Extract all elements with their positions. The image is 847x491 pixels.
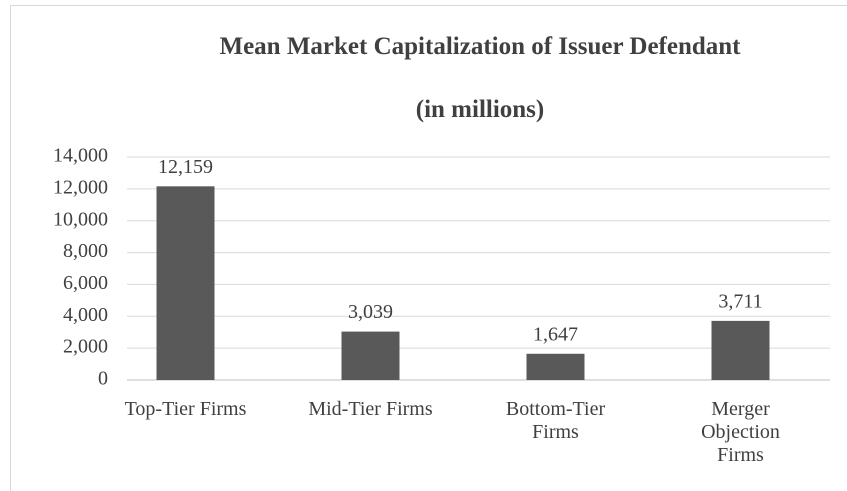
data-label: 12,159 (158, 156, 213, 178)
y-tick-label: 10,000 (53, 208, 108, 230)
chart-subtitle: (in millions) (415, 96, 545, 123)
y-tick-label: 12,000 (53, 176, 108, 198)
bar (711, 320, 770, 380)
bar (156, 186, 215, 380)
bar (341, 331, 400, 380)
bar (526, 353, 585, 380)
chart-title: Mean Market Capitalization of Issuer Def… (219, 33, 741, 60)
x-tick-label: Bottom-Tier Firms (505, 398, 606, 443)
y-tick-label: 14,000 (53, 145, 108, 167)
chart-border (10, 5, 847, 491)
data-label: 1,647 (533, 323, 578, 345)
x-tick-label: Merger Objection Firms (701, 398, 780, 466)
data-label: 3,039 (348, 301, 393, 323)
y-tick-label: 4,000 (63, 304, 108, 326)
y-tick-label: 2,000 (63, 336, 108, 358)
y-tick-label: 0 (98, 368, 108, 390)
data-label: 3,711 (718, 290, 762, 312)
x-tick-label: Top-Tier Firms (124, 398, 247, 420)
x-tick-label: Mid-Tier Firms (308, 398, 433, 420)
y-tick-label: 6,000 (63, 272, 108, 294)
y-tick-label: 8,000 (63, 240, 108, 262)
